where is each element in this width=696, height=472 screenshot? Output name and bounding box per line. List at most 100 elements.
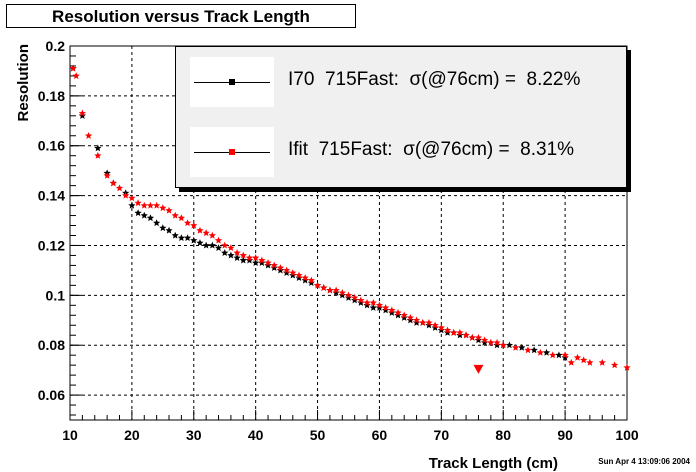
data-point-series-1 bbox=[146, 201, 155, 209]
legend-entry-i70: I70 715Fast: σ(@76cm) = 8.22% bbox=[190, 57, 610, 107]
annotation-marker bbox=[473, 364, 484, 374]
data-point-series-1 bbox=[94, 151, 102, 159]
data-point-series-0 bbox=[159, 224, 167, 232]
data-point-series-1 bbox=[295, 271, 303, 279]
legend-marker-i70 bbox=[229, 79, 235, 85]
data-point-series-1 bbox=[313, 281, 322, 289]
data-point-series-1 bbox=[561, 351, 569, 359]
data-point-series-1 bbox=[115, 184, 124, 192]
legend-sample-ifit bbox=[190, 127, 274, 177]
data-point-series-1 bbox=[481, 336, 489, 344]
legend-marker-ifit bbox=[229, 149, 235, 155]
data-point-series-0 bbox=[388, 308, 396, 316]
data-point-series-0 bbox=[190, 236, 198, 244]
data-point-series-1 bbox=[283, 266, 291, 274]
data-point-series-1 bbox=[400, 311, 408, 319]
data-point-series-1 bbox=[511, 343, 520, 351]
data-point-series-1 bbox=[363, 299, 371, 306]
x-tick-label: 60 bbox=[372, 427, 388, 443]
data-point-series-1 bbox=[474, 333, 483, 341]
data-point-series-0 bbox=[443, 328, 452, 336]
data-point-series-0 bbox=[165, 226, 173, 234]
data-point-series-0 bbox=[344, 294, 353, 301]
data-point-series-1 bbox=[214, 236, 223, 244]
data-point-series-0 bbox=[146, 214, 155, 222]
data-point-series-1 bbox=[140, 201, 148, 209]
x-tick-label: 10 bbox=[62, 427, 78, 443]
data-point-series-1 bbox=[412, 316, 421, 324]
data-point-series-1 bbox=[524, 346, 532, 354]
y-tick-label: 0.18 bbox=[38, 88, 65, 104]
data-point-series-1 bbox=[338, 289, 346, 296]
data-point-series-1 bbox=[573, 353, 582, 361]
y-tick-label: 0.08 bbox=[38, 337, 65, 353]
data-points bbox=[69, 64, 631, 374]
data-point-series-0 bbox=[202, 241, 210, 249]
data-point-series-1 bbox=[394, 308, 402, 316]
data-point-series-1 bbox=[183, 219, 192, 227]
data-point-series-1 bbox=[270, 261, 278, 269]
data-point-series-0 bbox=[252, 259, 260, 266]
data-point-series-0 bbox=[214, 244, 223, 252]
data-point-series-1 bbox=[196, 226, 204, 234]
data-point-series-1 bbox=[233, 249, 241, 257]
data-point-series-1 bbox=[134, 199, 142, 207]
legend-label-i70: I70 715Fast: σ(@76cm) = 8.22% bbox=[288, 69, 581, 90]
data-point-series-1 bbox=[307, 276, 315, 284]
data-point-series-0 bbox=[171, 231, 179, 239]
data-point-series-1 bbox=[437, 323, 445, 331]
data-point-series-0 bbox=[128, 201, 136, 209]
data-point-series-0 bbox=[233, 254, 241, 262]
data-point-series-0 bbox=[530, 346, 538, 354]
data-point-series-1 bbox=[84, 131, 93, 139]
data-point-series-1 bbox=[190, 221, 198, 229]
data-point-series-0 bbox=[307, 279, 315, 286]
data-point-series-0 bbox=[264, 261, 272, 269]
legend: I70 715Fast: σ(@76cm) = 8.22% Ifit 715Fa… bbox=[175, 46, 627, 188]
data-point-series-1 bbox=[382, 304, 390, 311]
data-point-series-0 bbox=[406, 316, 414, 324]
data-point-series-1 bbox=[289, 269, 297, 276]
data-point-series-1 bbox=[264, 259, 272, 266]
data-point-series-0 bbox=[258, 259, 266, 266]
data-point-series-0 bbox=[153, 219, 161, 227]
data-point-series-1 bbox=[623, 363, 631, 371]
data-point-series-1 bbox=[487, 338, 495, 346]
data-point-series-0 bbox=[177, 234, 186, 242]
x-tick-label: 20 bbox=[124, 427, 140, 443]
x-tick-label: 80 bbox=[495, 427, 511, 443]
data-point-series-0 bbox=[375, 304, 384, 311]
legend-entry-ifit: Ifit 715Fast: σ(@76cm) = 8.31% bbox=[190, 127, 610, 177]
data-point-series-1 bbox=[462, 331, 470, 339]
chart-title: Resolution versus Track Length bbox=[52, 7, 310, 26]
data-point-series-0 bbox=[412, 318, 421, 326]
y-tick-label: 0.14 bbox=[38, 188, 65, 204]
y-tick-label: 0.16 bbox=[38, 138, 65, 154]
data-point-series-1 bbox=[351, 294, 359, 301]
data-point-series-0 bbox=[561, 353, 569, 361]
data-point-series-1 bbox=[419, 318, 427, 326]
data-point-series-1 bbox=[456, 328, 464, 336]
data-point-series-0 bbox=[425, 321, 433, 329]
data-point-series-1 bbox=[598, 358, 606, 366]
data-point-series-0 bbox=[338, 291, 346, 299]
data-point-series-0 bbox=[431, 323, 439, 331]
data-point-series-0 bbox=[196, 239, 204, 247]
data-point-series-1 bbox=[276, 264, 285, 271]
data-point-series-1 bbox=[499, 341, 507, 349]
data-point-series-0 bbox=[357, 299, 365, 306]
x-tick-label: 50 bbox=[310, 427, 326, 443]
data-point-series-1 bbox=[388, 306, 396, 314]
legend-label-ifit: Ifit 715Fast: σ(@76cm) = 8.31% bbox=[288, 139, 575, 160]
data-point-series-1 bbox=[128, 194, 136, 202]
data-point-series-0 bbox=[134, 209, 142, 217]
data-point-series-0 bbox=[94, 144, 102, 152]
y-tick-label: 0.06 bbox=[38, 387, 65, 403]
data-point-series-1 bbox=[159, 204, 167, 212]
data-point-series-0 bbox=[542, 348, 551, 356]
data-point-series-1 bbox=[109, 179, 117, 187]
x-axis-label: Track Length (cm) bbox=[429, 455, 558, 472]
data-point-series-1 bbox=[375, 301, 384, 309]
data-point-series-0 bbox=[456, 331, 464, 339]
data-point-series-1 bbox=[252, 254, 260, 262]
